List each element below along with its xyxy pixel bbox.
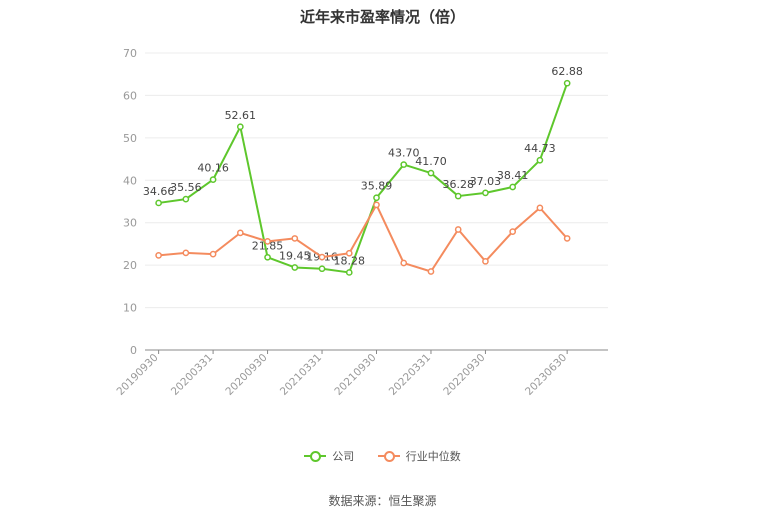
data-label: 35.56 [170, 181, 202, 194]
data-label: 37.03 [470, 175, 502, 188]
x-tick-label: 20220930 [441, 352, 487, 398]
data-point-0 [155, 199, 162, 207]
data-point-0 [482, 189, 489, 197]
data-point-1 [264, 238, 271, 245]
data-label: 36.28 [442, 178, 474, 191]
data-label: 18.28 [334, 254, 366, 267]
data-point-0 [236, 123, 244, 131]
data-point-0 [373, 194, 380, 202]
legend-marker-industry [377, 451, 400, 462]
data-point-0 [291, 264, 299, 271]
data-point-0 [536, 156, 544, 164]
data-point-1 [400, 259, 408, 267]
x-tick-label: 20210331 [278, 352, 324, 398]
data-point-1 [509, 228, 517, 235]
legend-item-company[interactable]: 公司 [304, 448, 354, 464]
data-point-1 [236, 229, 244, 237]
y-tick-label: 20 [123, 259, 137, 272]
data-point-0 [182, 195, 190, 203]
data-point-1 [345, 249, 353, 257]
data-label: 38.41 [497, 169, 529, 182]
data-point-0 [509, 183, 517, 191]
data-point-1 [373, 201, 380, 209]
legend-label-industry: 行业中位数 [405, 450, 461, 463]
chart-legend: 公司 行业中位数 [0, 447, 765, 464]
data-label: 41.70 [415, 155, 447, 168]
legend-item-industry[interactable]: 行业中位数 [377, 448, 461, 464]
data-point-1 [318, 253, 326, 261]
data-point-0 [427, 169, 435, 177]
data-point-0 [563, 79, 571, 87]
data-point-1 [427, 268, 435, 275]
data-point-0 [345, 269, 353, 276]
data-label: 44.73 [524, 142, 556, 155]
data-source-note: 数据来源：恒生聚源 [328, 494, 437, 508]
y-tick-label: 10 [123, 302, 137, 315]
legend-marker-company [304, 451, 327, 462]
data-point-1 [155, 252, 162, 259]
y-tick-label: 40 [123, 174, 137, 187]
data-point-0 [209, 176, 217, 183]
y-tick-label: 0 [130, 344, 137, 357]
x-tick-label: 20190930 [114, 352, 160, 398]
data-label: 40.16 [197, 162, 229, 175]
data-label: 62.88 [551, 65, 583, 78]
x-tick-label: 20220331 [387, 352, 433, 398]
data-point-1 [209, 250, 217, 258]
y-tick-label: 60 [123, 89, 137, 102]
data-point-1 [563, 235, 571, 242]
x-tick-label: 20200331 [169, 352, 215, 398]
y-tick-label: 50 [123, 132, 137, 145]
data-label: 35.89 [361, 180, 393, 193]
series-line-1 [158, 203, 568, 273]
data-point-1 [182, 249, 190, 257]
x-tick-label: 20230630 [523, 352, 569, 398]
data-point-1 [482, 257, 489, 265]
legend-label-company: 公司 [332, 450, 355, 463]
data-point-1 [454, 226, 462, 233]
data-point-1 [536, 204, 544, 212]
data-label: 21.85 [252, 239, 284, 252]
x-tick-label: 20200930 [223, 352, 269, 398]
data-label: 34.66 [143, 185, 175, 198]
y-tick-label: 30 [123, 217, 137, 230]
data-point-1 [291, 235, 299, 242]
chart-title: 近年来市盈率情况（倍） [299, 8, 465, 26]
x-tick-label: 20210930 [332, 352, 378, 398]
data-label: 43.70 [388, 147, 420, 160]
data-point-0 [264, 253, 271, 261]
data-label: 19.45 [279, 249, 311, 262]
y-tick-label: 70 [123, 47, 137, 60]
data-point-0 [400, 161, 408, 168]
data-point-0 [454, 192, 462, 200]
data-label: 52.61 [225, 109, 257, 122]
data-point-0 [318, 265, 326, 273]
series-line-0 [158, 82, 569, 274]
